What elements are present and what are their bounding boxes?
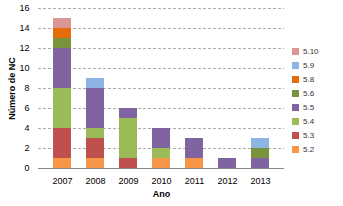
html-text:5.5: 5.5 — [303, 102, 315, 112]
svg-text:2: 2 — [24, 143, 29, 153]
html-text:5.3: 5.3 — [303, 130, 315, 140]
svg-text:0: 0 — [24, 163, 29, 173]
svg-text:2013: 2013 — [250, 176, 270, 186]
html-text:5.10: 5.10 — [303, 46, 319, 56]
svg-text:Ano: Ano — [153, 189, 171, 199]
html-text:5.4: 5.4 — [303, 116, 315, 126]
svg-text:Número de NC: Número de NC — [7, 57, 17, 120]
svg-text:8: 8 — [24, 83, 29, 93]
svg-text:16: 16 — [19, 3, 29, 13]
svg-text:2008: 2008 — [85, 176, 105, 186]
svg-text:2011: 2011 — [185, 176, 204, 186]
html-text:5.9: 5.9 — [303, 60, 315, 70]
html-text:5.2: 5.2 — [303, 144, 315, 154]
svg-text:4: 4 — [24, 123, 29, 133]
svg-text:2012: 2012 — [217, 176, 237, 186]
svg-text:10: 10 — [19, 63, 29, 73]
svg-text:14: 14 — [19, 23, 29, 33]
html-text:5.6: 5.6 — [303, 88, 315, 98]
svg-text:6: 6 — [24, 103, 29, 113]
svg-text:2010: 2010 — [151, 176, 171, 186]
svg-text:2009: 2009 — [118, 176, 138, 186]
html-text:5.8: 5.8 — [303, 74, 315, 84]
svg-text:12: 12 — [19, 43, 29, 53]
svg-text:2007: 2007 — [52, 176, 72, 186]
